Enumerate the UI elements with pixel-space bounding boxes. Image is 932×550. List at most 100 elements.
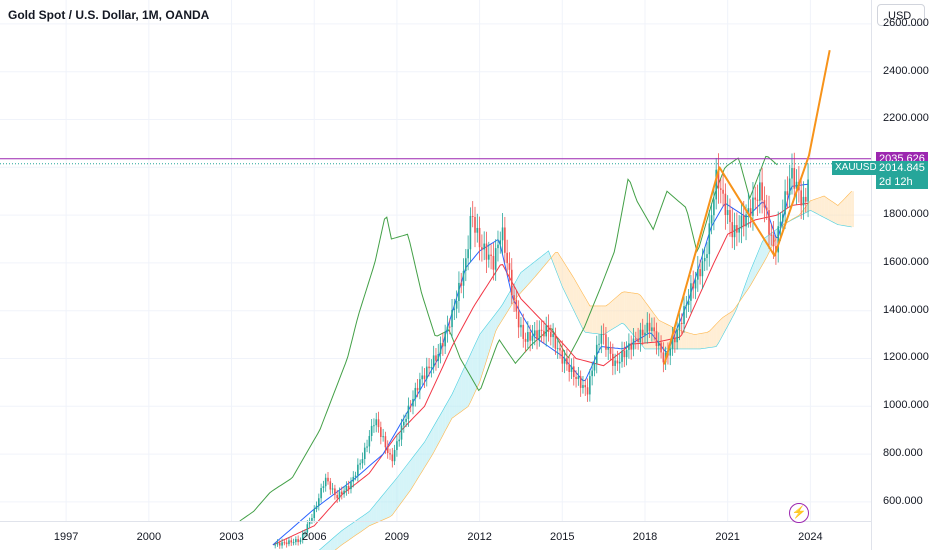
candle-body [508, 263, 511, 270]
candle-body [329, 481, 332, 490]
candle-body [733, 225, 736, 238]
y-tick-label: 1000.000 [883, 399, 929, 412]
cloud-segment [470, 349, 473, 403]
cloud-segment [543, 252, 547, 267]
cloud-segment [665, 323, 668, 349]
cloud-segment [615, 296, 618, 328]
cloud-segment [644, 301, 648, 349]
candle-body [497, 244, 499, 249]
cloud-segment [525, 267, 528, 288]
candle-body [630, 343, 632, 350]
candle-body [343, 490, 345, 495]
cloud-segment [619, 292, 623, 325]
cloud-segment [481, 328, 485, 376]
candle-body [380, 427, 382, 438]
cloud-segment [723, 315, 726, 335]
candle-body [428, 366, 430, 369]
candle-body [405, 418, 407, 422]
cloud-segment [566, 267, 570, 301]
candle-body [398, 439, 401, 442]
candle-body [504, 227, 506, 253]
candle-body [432, 355, 435, 368]
candle-body [453, 308, 456, 310]
candle-body [770, 234, 773, 236]
candle-body [338, 491, 341, 499]
cloud-segment [353, 521, 356, 537]
candle-body [632, 338, 635, 350]
cloud-segment [403, 466, 407, 500]
cloud-segment [348, 524, 351, 541]
cloud-segment [711, 326, 714, 348]
candle-body [791, 168, 793, 179]
candle-body [368, 435, 371, 447]
candle-body [373, 425, 375, 427]
candle-body [800, 190, 802, 206]
candle-body [281, 542, 283, 546]
candle-body [623, 350, 626, 358]
cloud-segment [601, 305, 604, 335]
candle-body [602, 334, 605, 336]
candle-body [694, 279, 697, 289]
cloud-segment [497, 307, 501, 327]
candle-body [306, 524, 309, 533]
cloud-segment [387, 486, 391, 518]
cloud-segment [362, 514, 365, 531]
candle-body [802, 196, 805, 206]
cloud-segment [651, 310, 655, 349]
cloud-segment [755, 253, 758, 278]
cloud-segment [690, 333, 694, 349]
candle-body [292, 542, 295, 544]
cloud-segment [635, 293, 639, 341]
cloud-segment [371, 505, 374, 525]
cloud-segment [461, 369, 464, 412]
candle-body [763, 200, 766, 208]
y-tick-label: 1800.000 [883, 208, 929, 221]
cloud-segment [442, 406, 446, 436]
ichimoku-cloud [319, 191, 855, 550]
candle-body [478, 227, 481, 248]
candle-body [625, 349, 628, 358]
cloud-segment [851, 191, 855, 228]
candle-body [474, 216, 476, 233]
candle-body [788, 178, 791, 195]
chikou-span-line [239, 155, 778, 522]
candle-body [442, 343, 444, 347]
candle-body [350, 481, 352, 490]
candle-body [407, 405, 410, 419]
candle-body [575, 376, 577, 379]
candle-body [354, 475, 357, 477]
candle-body [318, 498, 320, 506]
candle-body [430, 367, 433, 369]
cloud-segment [624, 291, 627, 328]
cloud-segment [530, 263, 533, 283]
lightning-bolt-icon[interactable]: ⚡ [789, 503, 809, 523]
candle-body [579, 376, 582, 388]
candle-body [435, 355, 437, 361]
candle-body [653, 327, 655, 332]
cloud-segment [500, 304, 503, 324]
cloud-segment [491, 316, 494, 346]
candle-body [366, 446, 368, 448]
candle-body [556, 348, 559, 350]
currency-button[interactable]: USD [877, 4, 925, 26]
candle-body [779, 221, 782, 227]
cloud-segment [541, 254, 544, 270]
cloud-segment [465, 359, 469, 409]
candle-body [561, 350, 564, 364]
candle-body [409, 405, 412, 407]
cloud-segment [410, 457, 413, 490]
cloud-segment [518, 272, 521, 296]
candle-body [278, 542, 281, 546]
cloud-segment [527, 265, 531, 285]
candle-body [795, 181, 798, 189]
cloud-segment [824, 195, 827, 219]
time-axis-border [0, 521, 871, 522]
candle-body [662, 352, 665, 363]
cloud-segment [582, 293, 586, 333]
candle-body [471, 216, 474, 218]
candle-body [506, 252, 508, 264]
candle-body [384, 436, 387, 448]
cloud-segment [328, 540, 331, 550]
candle-body [598, 343, 600, 345]
